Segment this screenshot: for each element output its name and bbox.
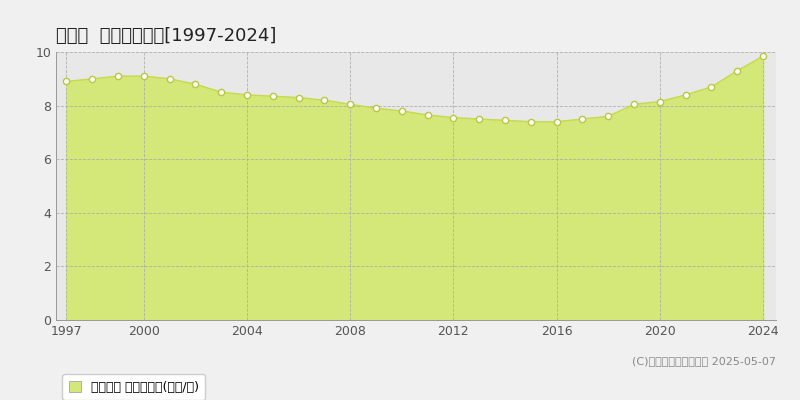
Text: 金武町  基準地価推移[1997-2024]: 金武町 基準地価推移[1997-2024]: [56, 27, 276, 45]
Legend: 基準地価 平均坤単価(万円/坤): 基準地価 平均坤単価(万円/坤): [62, 374, 206, 400]
Text: (C)土地価格ドットコム 2025-05-07: (C)土地価格ドットコム 2025-05-07: [632, 356, 776, 366]
